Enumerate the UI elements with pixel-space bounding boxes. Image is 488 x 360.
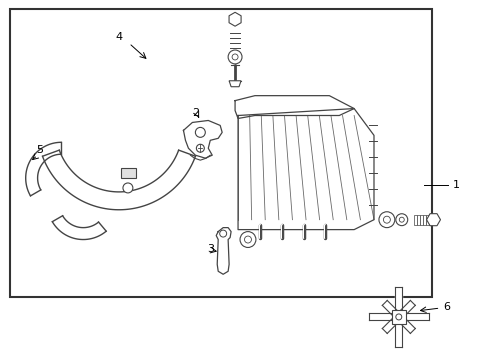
- Polygon shape: [394, 317, 402, 347]
- Polygon shape: [419, 215, 422, 225]
- Text: 4: 4: [115, 32, 122, 42]
- Polygon shape: [394, 287, 402, 317]
- Polygon shape: [368, 314, 398, 320]
- Polygon shape: [229, 81, 241, 87]
- Circle shape: [395, 214, 407, 226]
- Polygon shape: [26, 142, 61, 196]
- Text: 1: 1: [452, 180, 459, 190]
- Circle shape: [228, 50, 242, 64]
- Circle shape: [395, 314, 401, 320]
- Polygon shape: [396, 301, 414, 319]
- Polygon shape: [382, 315, 401, 333]
- Polygon shape: [396, 315, 414, 333]
- Polygon shape: [427, 215, 431, 225]
- Text: 2: 2: [191, 108, 199, 117]
- Circle shape: [196, 144, 204, 152]
- Circle shape: [122, 183, 133, 193]
- Text: 6: 6: [442, 302, 449, 312]
- Polygon shape: [42, 150, 195, 210]
- Circle shape: [399, 217, 404, 222]
- Circle shape: [195, 127, 205, 137]
- Polygon shape: [413, 215, 416, 225]
- Polygon shape: [426, 214, 440, 226]
- Circle shape: [219, 230, 226, 237]
- Circle shape: [232, 54, 238, 60]
- Text: 5: 5: [36, 145, 43, 155]
- Circle shape: [240, 231, 255, 247]
- Polygon shape: [398, 314, 427, 320]
- Bar: [391, 310, 405, 324]
- Polygon shape: [216, 228, 231, 274]
- Bar: [10, 9, 431, 297]
- Circle shape: [378, 212, 394, 228]
- Polygon shape: [183, 121, 222, 158]
- Bar: [121, 168, 136, 178]
- Polygon shape: [425, 215, 427, 225]
- Polygon shape: [382, 301, 401, 319]
- Polygon shape: [228, 12, 241, 26]
- Circle shape: [244, 236, 251, 243]
- Polygon shape: [422, 215, 425, 225]
- Polygon shape: [238, 109, 373, 230]
- Polygon shape: [416, 215, 419, 225]
- Polygon shape: [52, 216, 106, 239]
- Text: 3: 3: [206, 244, 213, 255]
- Polygon shape: [235, 96, 353, 118]
- Circle shape: [383, 216, 389, 223]
